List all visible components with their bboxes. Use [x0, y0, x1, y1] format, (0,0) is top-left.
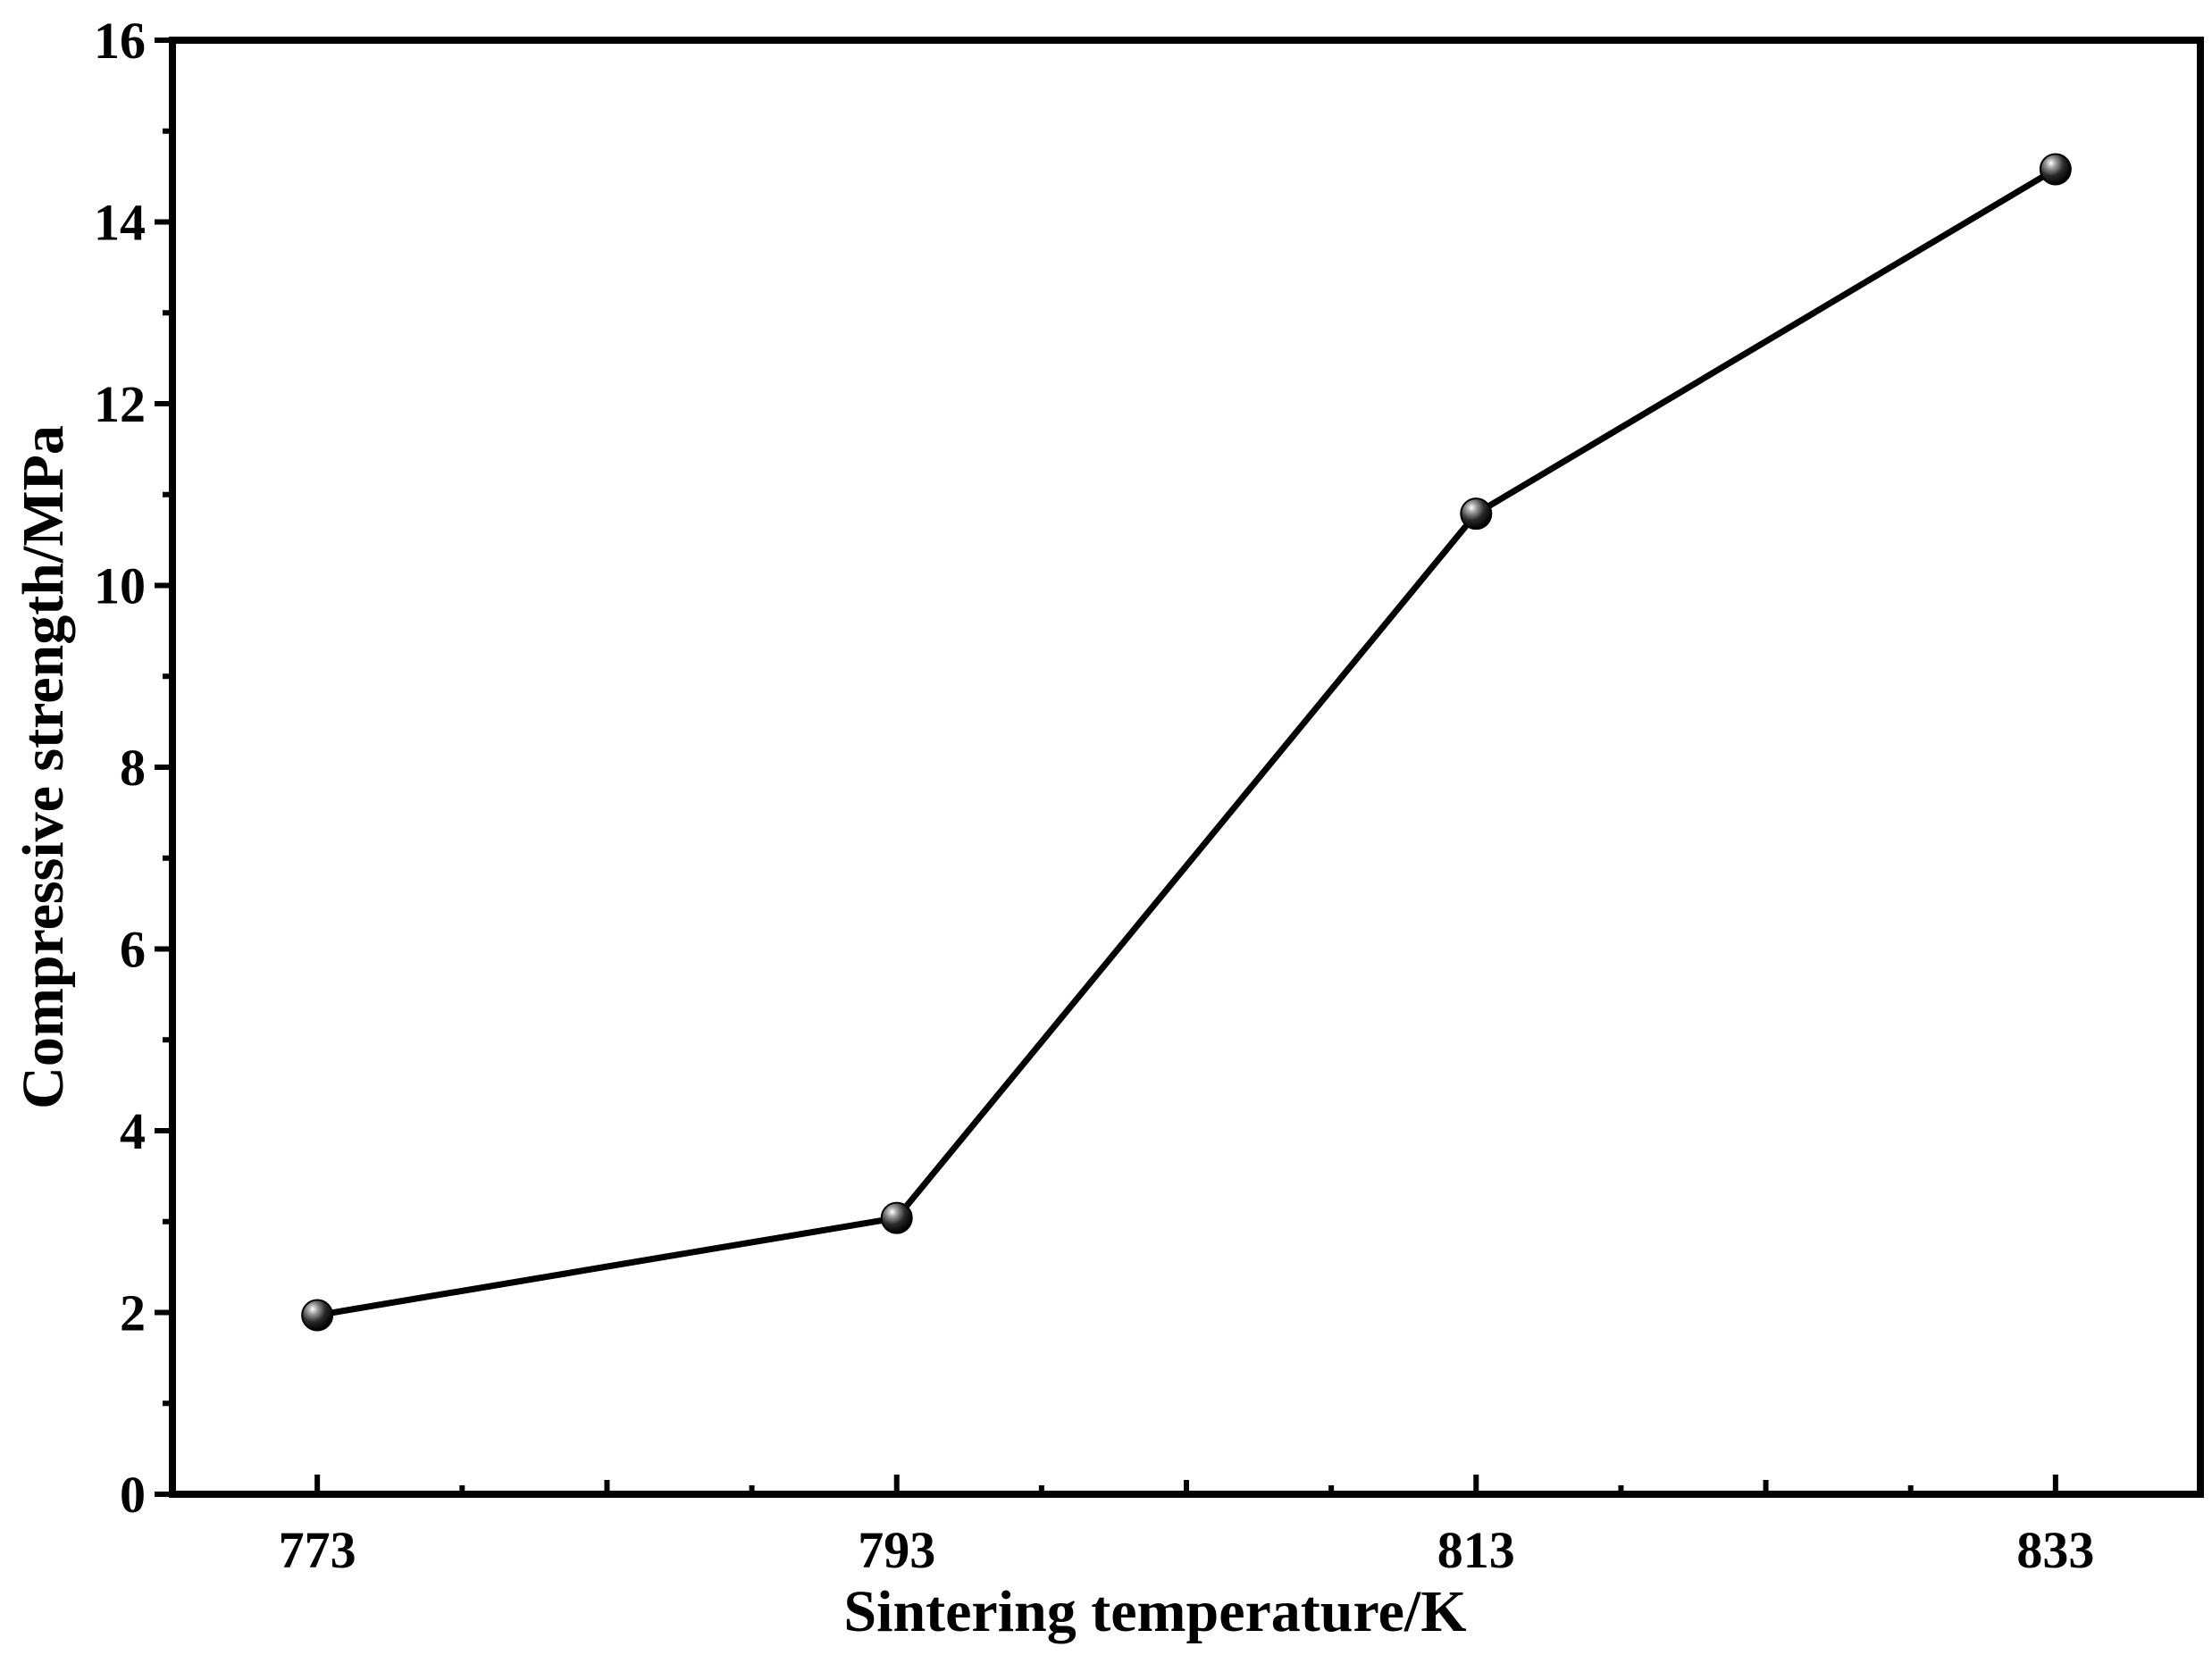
- y-tick-labels: 0 2 4 6 8 10 12 14 16: [94, 12, 146, 1524]
- x-tick-label: 813: [1437, 1521, 1515, 1579]
- x-axis-title: Sintering temperature/K: [843, 1579, 1466, 1644]
- data-point: [880, 1201, 913, 1234]
- plot-frame: [169, 37, 2204, 1498]
- y-tick-label: 12: [94, 375, 146, 433]
- x-tick-label: 773: [279, 1521, 356, 1579]
- y-tick-label: 10: [94, 557, 146, 615]
- y-axis: [155, 38, 172, 1497]
- y-axis-title: Compressive strength/MPa: [11, 425, 76, 1109]
- x-tick-labels: 773 793 813 833: [279, 1521, 2095, 1579]
- y-tick-label: 6: [120, 921, 146, 979]
- y-tick-label: 4: [120, 1102, 146, 1160]
- series-layer: [301, 153, 2072, 1332]
- y-tick-label: 8: [120, 739, 146, 797]
- x-tick-label: 793: [858, 1521, 935, 1579]
- y-tick-label: 16: [94, 12, 146, 70]
- x-axis: [314, 1475, 2203, 1494]
- data-point: [301, 1299, 334, 1332]
- y-tick-label: 2: [120, 1284, 146, 1342]
- y-tick-label: 0: [120, 1466, 146, 1524]
- data-point: [1460, 497, 1493, 531]
- y-tick-label: 14: [94, 194, 146, 252]
- x-tick-label: 833: [2016, 1521, 2094, 1579]
- series-line: [316, 166, 2057, 1319]
- data-point: [2039, 153, 2072, 186]
